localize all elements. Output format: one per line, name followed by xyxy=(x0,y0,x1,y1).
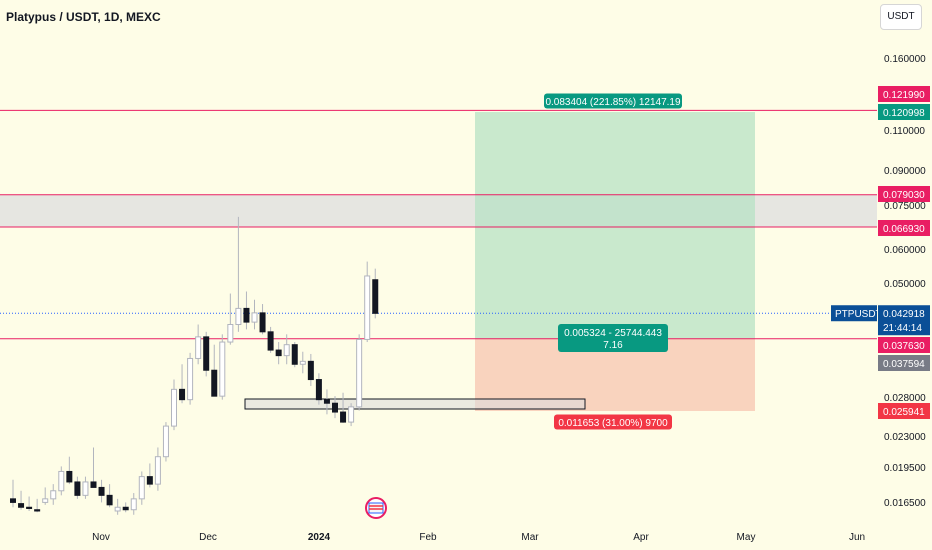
candle xyxy=(372,279,379,314)
time-tick-label: 2024 xyxy=(308,532,331,543)
price-label-level xyxy=(878,220,930,236)
price-label-text: 0.066930 xyxy=(883,224,925,235)
candle xyxy=(364,275,371,340)
candle xyxy=(275,349,282,357)
candle xyxy=(18,503,25,508)
target-label-text: 0.083404 (221.85%) 12147.19 xyxy=(545,97,681,108)
position-info-label-box xyxy=(558,324,668,352)
candle xyxy=(203,336,210,371)
price-label-level xyxy=(878,86,930,102)
candle xyxy=(356,338,363,408)
price-label-level xyxy=(878,186,930,202)
candle xyxy=(74,481,81,496)
time-tick-label: May xyxy=(737,532,756,543)
time-tick-label: Apr xyxy=(633,532,649,543)
candle xyxy=(171,388,177,427)
candle xyxy=(299,360,306,365)
time-tick-label: Mar xyxy=(521,532,539,543)
candle xyxy=(251,312,258,323)
candle xyxy=(187,357,194,401)
stop-label-box xyxy=(554,414,672,430)
price-tick-label: 0.060000 xyxy=(884,245,926,256)
price-tick-label: 0.160000 xyxy=(884,54,926,65)
position-info-label-text: 0.005324 - 25744.443 xyxy=(564,328,662,339)
time-tick-label: Nov xyxy=(92,532,110,543)
candle xyxy=(267,331,274,351)
candle xyxy=(211,369,218,397)
candle xyxy=(332,402,338,413)
price-tick-label: 0.110000 xyxy=(884,126,925,137)
candle xyxy=(42,498,49,503)
last-price-label xyxy=(878,305,930,336)
candle xyxy=(291,344,298,365)
candle xyxy=(340,411,347,423)
candle xyxy=(219,341,226,397)
candle xyxy=(348,406,355,423)
price-label-profit xyxy=(878,104,930,120)
price-tick-label: 0.016500 xyxy=(884,498,926,509)
candle xyxy=(195,336,202,359)
countdown-text: 21:44:14 xyxy=(883,323,922,334)
time-tick-label: Feb xyxy=(419,532,437,543)
candle xyxy=(66,470,73,483)
candle xyxy=(10,498,16,503)
price-tick-label: 0.090000 xyxy=(884,166,926,177)
candle xyxy=(162,425,169,458)
candle xyxy=(315,379,322,401)
currency-button[interactable]: USDT xyxy=(880,4,922,30)
last-price-text: 0.042918 xyxy=(883,309,925,320)
candle xyxy=(122,506,129,511)
candle xyxy=(114,506,121,512)
price-tick-label: 0.019500 xyxy=(884,463,926,474)
price-tick-label: 0.075000 xyxy=(884,201,926,212)
candle xyxy=(106,494,113,506)
candle xyxy=(130,498,137,511)
symbol-tag-text: PTPUSDT xyxy=(835,309,882,320)
candle xyxy=(50,490,57,500)
price-label-text: 0.079030 xyxy=(883,190,925,201)
candle xyxy=(323,399,330,404)
candle xyxy=(146,476,153,485)
candle xyxy=(98,486,105,496)
demand-rectangle[interactable] xyxy=(244,398,586,410)
profit-zone xyxy=(475,112,755,339)
candle xyxy=(227,323,234,343)
candle xyxy=(26,506,33,509)
price-label-text: 0.025941 xyxy=(883,407,925,418)
chart-title: Platypus / USDT, 1D, MEXC xyxy=(6,10,161,24)
position-info-label-text: 7.16 xyxy=(603,340,623,351)
candle xyxy=(179,388,186,401)
candle xyxy=(82,481,89,496)
candle xyxy=(154,456,161,485)
stop-label-text: 0.011653 (31.00%) 9700 xyxy=(558,418,668,429)
price-label-text: 0.120998 xyxy=(883,108,925,119)
price-label-gray xyxy=(878,355,930,371)
price-label-text: 0.037594 xyxy=(883,359,925,370)
candle xyxy=(90,481,97,488)
price-tick-label: 0.028000 xyxy=(884,393,926,404)
price-label-text: 0.037630 xyxy=(883,341,925,352)
candle xyxy=(307,360,314,381)
candle xyxy=(138,476,145,500)
candle xyxy=(283,344,290,357)
target-label-box xyxy=(544,93,682,109)
price-label-loss xyxy=(878,403,930,419)
time-tick-label: Dec xyxy=(199,532,217,543)
price-tick-label: 0.050000 xyxy=(884,279,926,290)
flag-icon xyxy=(368,502,384,514)
price-label-text: 0.121990 xyxy=(883,90,925,101)
candle xyxy=(58,470,65,492)
candle xyxy=(34,509,41,512)
candle xyxy=(259,312,266,333)
candle xyxy=(235,307,242,325)
price-tick-label: 0.023000 xyxy=(884,432,926,443)
time-tick-label: Jun xyxy=(849,532,865,543)
candle xyxy=(243,307,250,323)
price-label-level xyxy=(878,337,930,353)
symbol-tag xyxy=(831,305,877,322)
